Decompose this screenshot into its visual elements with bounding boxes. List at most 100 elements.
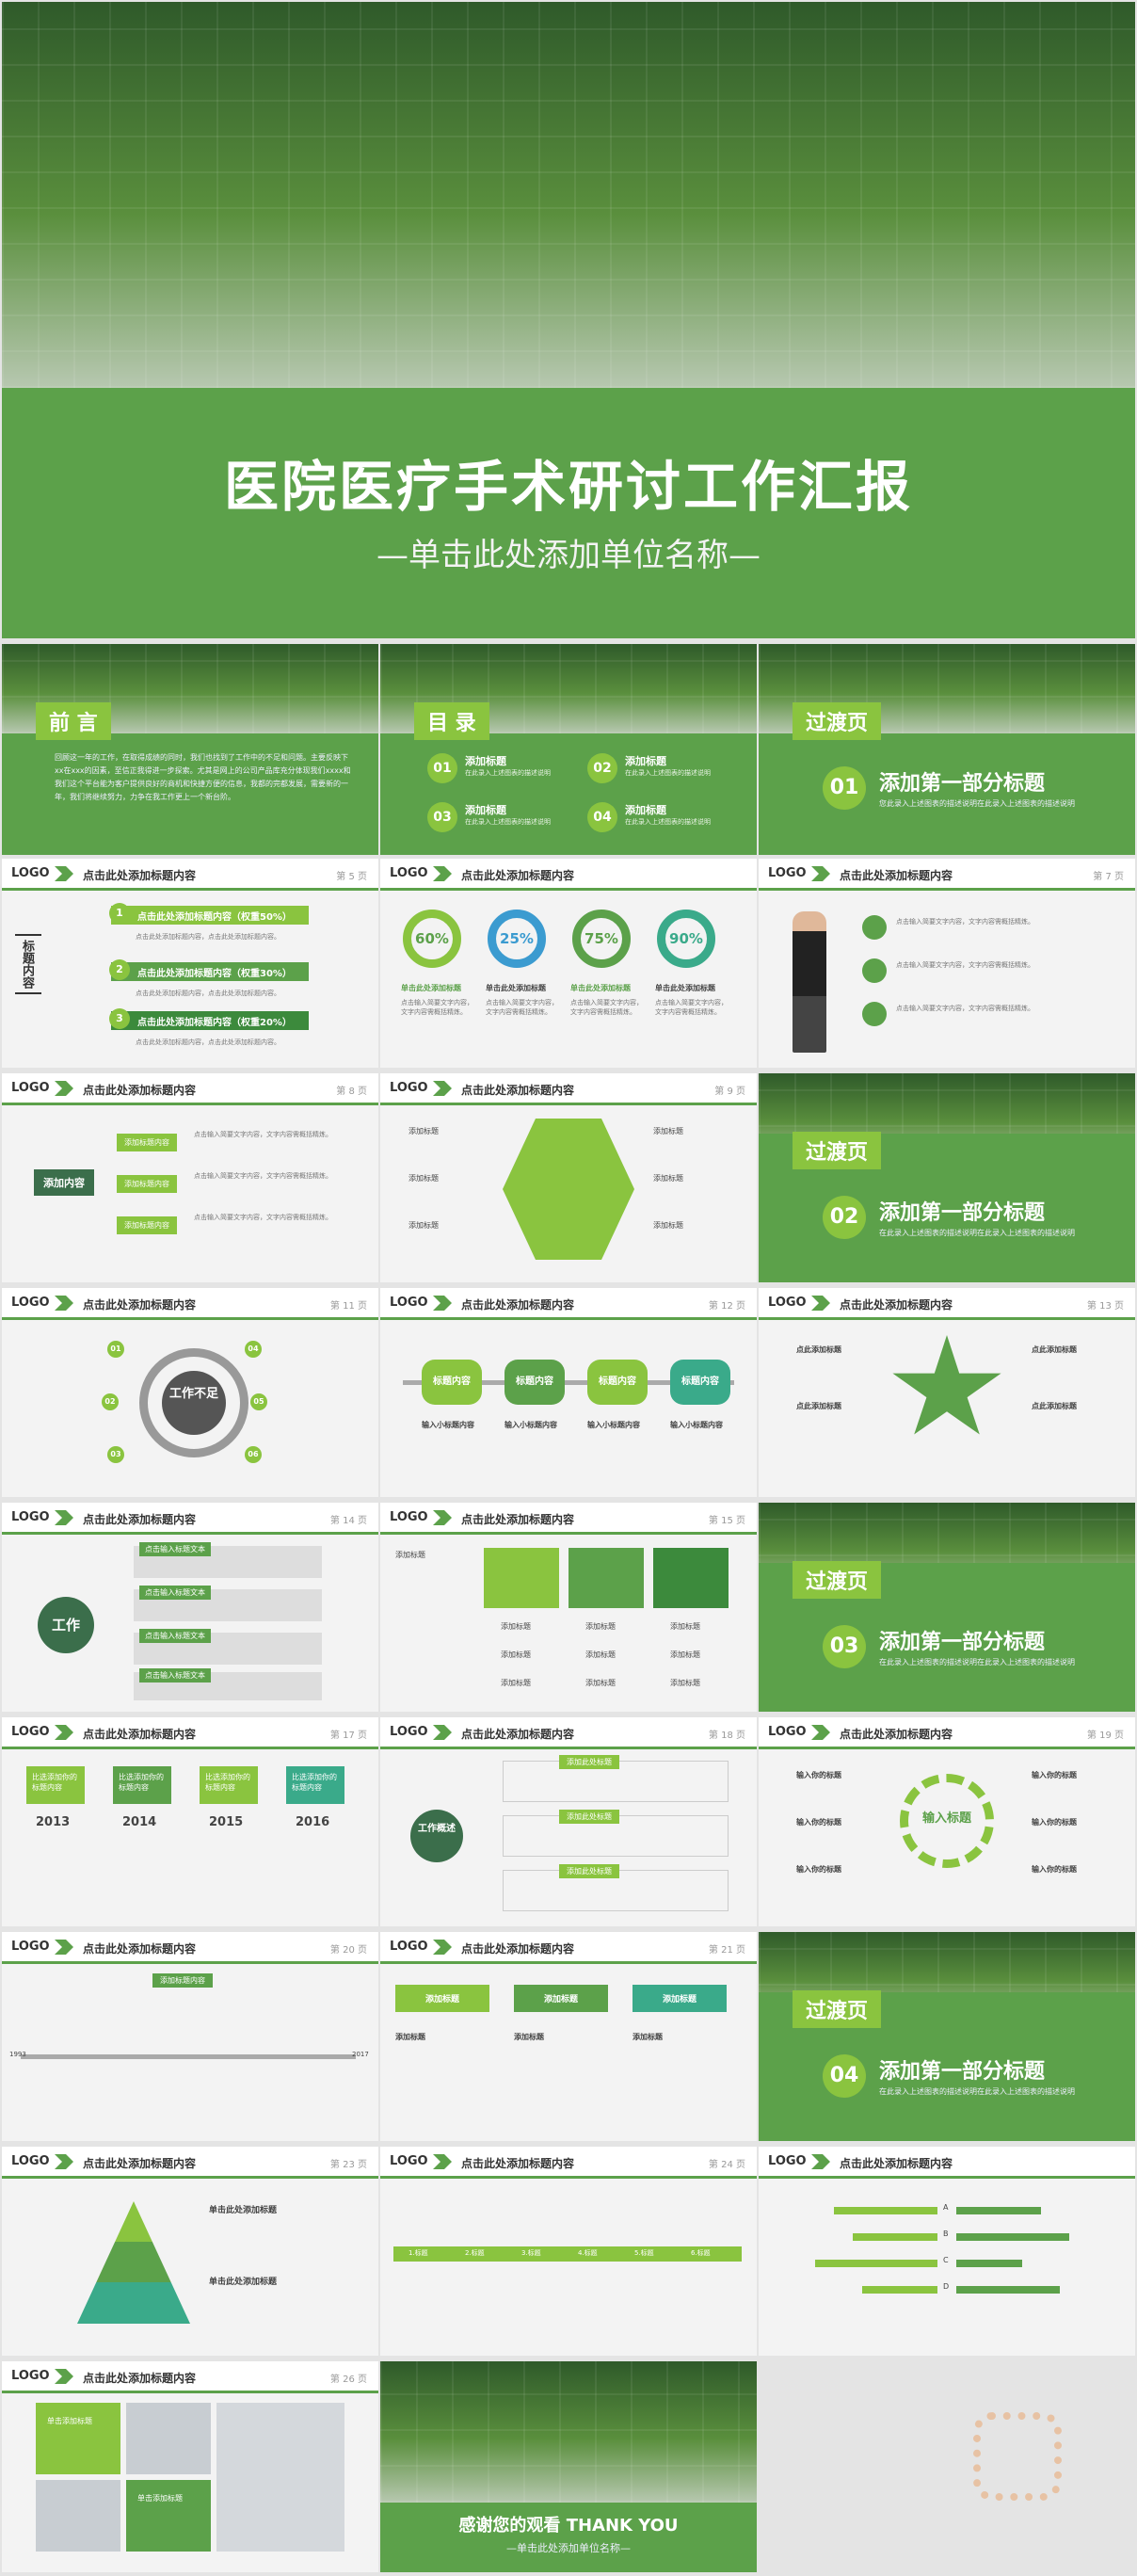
header-title: 点击此处添加标题内容: [840, 869, 953, 882]
page-number: 第 18 页: [708, 1731, 745, 1741]
weight-bar: [111, 1011, 309, 1030]
item-number: 05: [250, 1393, 267, 1410]
header-title: 点击此处添加标题内容: [461, 1513, 575, 1526]
ring-body: 点击输入简要文字内容，文字内容需概括精炼。: [570, 999, 643, 1016]
section-desc: 在此录入上述图表的描述说明在此录入上述图表的描述说明: [879, 1658, 1075, 1666]
section-title: 添加第一部分标题: [879, 1631, 1046, 1654]
slide-tree[interactable]: LOGO 点击此处添加标题内容 第 8 页 添加内容 添加标题内容 添加标题内容 添…: [2, 1073, 378, 1282]
mail-icon-tile: [568, 1548, 644, 1608]
operating-room-photo: [380, 2361, 757, 2503]
slide-icon-table[interactable]: LOGO 点击此处添加标题内容 第 15 页 添加标题 添加标题 添加标题 添加标题…: [380, 1503, 757, 1712]
slide-butterfly-chart[interactable]: LOGO 点击此处添加标题内容 A B C D: [759, 2147, 1135, 2356]
weight-label: 点击此处添加标题内容（权重20%）: [137, 1018, 292, 1028]
info-text: 点击输入简要文字内容，文字内容需概括精炼。: [896, 961, 1034, 969]
photo-tile: [126, 2480, 211, 2552]
slide-label: 过渡页: [793, 1132, 882, 1169]
slide-photo-grid[interactable]: LOGO 点击此处添加标题内容 第 26 页 单击添加标题 单击添加标题: [2, 2361, 378, 2572]
slide-transition-2[interactable]: 过渡页 02 添加第一部分标题 在此录入上述图表的描述说明在此录入上述图表的描述…: [759, 1073, 1135, 1282]
slide-transition-3[interactable]: 过渡页 03 添加第一部分标题 在此录入上述图表的描述说明在此录入上述图表的描述…: [759, 1503, 1135, 1712]
chevron-icon: [433, 2154, 452, 2169]
slide-hexagons[interactable]: LOGO 点击此处添加标题内容第 9 页 添加标题 添加标题 添加标题 添加标题 …: [380, 1073, 757, 1282]
chevron-icon: [55, 2154, 73, 2169]
shortcoming-ring: [139, 1348, 248, 1457]
slide-header: LOGO 点击此处添加标题内容 第 14 页: [2, 1503, 378, 1535]
slide-thanks[interactable]: 感谢您的观看 THANK YOU —单击此处添加单位名称—: [380, 2361, 757, 2572]
toc-title[interactable]: 添加标题: [465, 804, 506, 816]
header-title: 点击此处添加标题内容: [83, 1084, 197, 1097]
slide-shortcomings[interactable]: LOGO 点击此处添加标题内容 第 11 页 工作不足 01 02 03 04 05…: [2, 1288, 378, 1497]
slide-cycle[interactable]: LOGO 点击此处添加标题内容第 19 页 输入标题 输入你的标题 输入你的标题 …: [759, 1717, 1135, 1926]
year: 2015: [209, 1815, 244, 1829]
step: 3.标题: [521, 2249, 541, 2257]
toc-title[interactable]: 添加标题: [625, 755, 666, 767]
slide-three-columns[interactable]: LOGO 点击此处添加标题内容 第 21 页 添加标题 添加标题 添加标题 添加标题…: [380, 1932, 757, 2141]
chevron-icon: [55, 1510, 73, 1525]
tag: 标题内容: [504, 1360, 565, 1405]
page-number: 第 13 页: [1086, 1301, 1124, 1312]
slide-years[interactable]: LOGO 点击此处添加标题内容 第 17 页 比选添加你的标题内容 比选添加你的标题…: [2, 1717, 378, 1926]
hex-label: 添加标题: [653, 1221, 683, 1230]
header-title: 点击此处添加标题内容: [83, 2157, 197, 2170]
header-title: 点击此处添加标题内容: [461, 2157, 575, 2170]
chevron-icon: [55, 1725, 73, 1740]
chevron-icon: [433, 866, 452, 881]
year-box: 比选添加你的标题内容: [26, 1766, 85, 1804]
meeting-photo: [36, 2480, 120, 2552]
chevron-icon: [55, 1081, 73, 1096]
page-number: 第 15 页: [708, 1516, 745, 1526]
pyramid-shape: [77, 2201, 190, 2324]
slide-pyramid[interactable]: LOGO 点击此处添加标题内容 第 23 页 单击此处添加标题 单击此处添加标题: [2, 2147, 378, 2356]
logo: LOGO: [11, 1081, 50, 1095]
slide-transition-1[interactable]: 过渡页 01 添加第一部分标题 您此录入上述图表的描述说明在此录入上述图表的描述…: [759, 644, 1135, 855]
tag-sub: 输入小标题内容: [587, 1421, 640, 1429]
slide-header: LOGO 点击此处添加标题内容 第 26 页: [2, 2361, 378, 2393]
weight-body: 点击此处添加标题内容，点击此处添加标题内容。: [136, 990, 280, 997]
column-head: 添加标题: [633, 1985, 727, 2012]
step: 4.标题: [578, 2249, 598, 2257]
logo: LOGO: [11, 866, 50, 880]
slide-percent-rings[interactable]: LOGO 点击此处添加标题内容 60% 25% 75% 90% 单击此处添加标题 …: [380, 859, 757, 1068]
page-number: 第 5 页: [336, 872, 367, 882]
tree-node: 添加标题内容: [117, 1175, 177, 1193]
toc-desc: 在此录入上述图表的描述说明: [625, 818, 711, 826]
item-number: 06: [245, 1446, 262, 1463]
chevron-icon: [811, 2154, 830, 2169]
slide-star[interactable]: LOGO 点击此处添加标题内容 第 13 页 点此添加标题 点此添加标题 点此添加标…: [759, 1288, 1135, 1497]
logo: LOGO: [11, 1940, 50, 1954]
slide-timeline[interactable]: LOGO 点击此处添加标题内容 第 20 页 添加标题内容 1993 2017: [2, 1932, 378, 2141]
logo: LOGO: [768, 2154, 807, 2168]
logo: LOGO: [390, 866, 428, 880]
slide-steps[interactable]: LOGO 点击此处添加标题内容 第 24 页 1.标题 2.标题 3.标题 4.标题…: [380, 2147, 757, 2356]
work-row-label: 点击输入标题文本: [139, 1586, 211, 1600]
toc-title[interactable]: 添加标题: [625, 804, 666, 816]
toc-title[interactable]: 添加标题: [465, 755, 506, 767]
row-number: 3: [109, 1008, 130, 1029]
column-head: 添加标题: [514, 1985, 608, 2012]
work-row-label: 点击输入标题文本: [139, 1542, 211, 1556]
photo-tile: [36, 2403, 120, 2474]
logo: LOGO: [768, 866, 807, 880]
section-desc: 在此录入上述图表的描述说明在此录入上述图表的描述说明: [879, 1229, 1075, 1237]
star-shape: [892, 1335, 1001, 1435]
ring-body: 点击输入简要文字内容，文字内容需概括精炼。: [655, 999, 728, 1016]
tag-sub: 输入小标题内容: [670, 1421, 723, 1429]
info-icon: [862, 1002, 887, 1026]
slide-transition-4[interactable]: 过渡页 04 添加第一部分标题 在此录入上述图表的描述说明在此录入上述图表的描述…: [759, 1932, 1135, 2141]
cover-slide[interactable]: 医院医疗手术研讨工作汇报 —单击此处添加单位名称—: [2, 2, 1135, 638]
column-label: 添加标题: [633, 2033, 663, 2041]
slide-presenter[interactable]: LOGO 点击此处添加标题内容 第 7 页 点击输入简要文字内容，文字内容需概括精炼…: [759, 859, 1135, 1068]
slide-overview[interactable]: LOGO 点击此处添加标题内容第 18 页 工作概述 添加此处标题 添加此处标题 …: [380, 1717, 757, 1926]
tree-text: 点击输入简要文字内容，文字内容需概括精炼。: [194, 1131, 332, 1138]
right-bar-d: [956, 2286, 1060, 2294]
slide-contents[interactable]: 目 录 01 添加标题 在此录入上述图表的描述说明 02 添加标题 在此录入上述…: [380, 644, 757, 855]
ring-label: 单击此处添加标题: [570, 984, 631, 992]
slide-work-list[interactable]: LOGO 点击此处添加标题内容 第 14 页 工作 点击输入标题文本 点击输入标题文…: [2, 1503, 378, 1712]
page-number: 第 17 页: [329, 1731, 367, 1741]
slide-preface[interactable]: 前 言 回顾这一年的工作，在取得成绩的同时，我们也找到了工作中的不足和问题。主要…: [2, 644, 378, 855]
section-number: 01: [823, 766, 866, 810]
header-title: 点击此处添加标题内容: [83, 2372, 197, 2385]
slide-tags[interactable]: LOGO 点击此处添加标题内容 第 12 页 标题内容 标题内容 标题内容 标题内容…: [380, 1288, 757, 1497]
tag-sub: 输入小标题内容: [504, 1421, 557, 1429]
table-cell: 添加标题: [501, 1679, 531, 1687]
slide-weights[interactable]: LOGO 点击此处添加标题内容 第 5 页 标题内容 1 点击此处添加标题内容（权重…: [2, 859, 378, 1068]
